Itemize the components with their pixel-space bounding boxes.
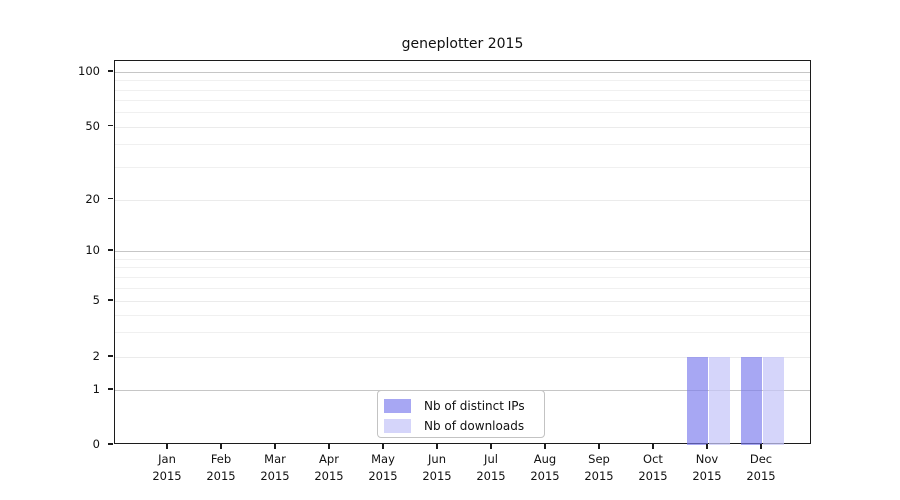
gridline-minor bbox=[115, 276, 810, 278]
x-tick-mark bbox=[598, 444, 600, 449]
gridline-minor bbox=[115, 258, 810, 260]
legend-label-distinct-ips: Nb of distinct IPs bbox=[424, 399, 525, 413]
y-tick-label: 2 bbox=[92, 349, 100, 363]
legend-swatch-distinct-ips-icon bbox=[384, 399, 411, 413]
x-tick-label: Apr 2015 bbox=[314, 452, 344, 483]
y-tick-mark bbox=[108, 124, 113, 127]
bar-downloads bbox=[762, 357, 784, 445]
x-tick-mark bbox=[166, 444, 168, 449]
gridline-20 bbox=[115, 199, 810, 201]
y-tick-mark bbox=[108, 388, 113, 390]
gridline-minor bbox=[115, 287, 810, 289]
x-tick-mark bbox=[706, 444, 708, 449]
y-tick-label: 10 bbox=[85, 243, 100, 257]
gridline-minor bbox=[115, 89, 810, 91]
x-tick-label: Oct 2015 bbox=[638, 452, 668, 483]
x-tick-label: Jan 2015 bbox=[152, 452, 182, 483]
y-tick-mark bbox=[108, 443, 113, 445]
y-tick-mark bbox=[108, 249, 113, 251]
x-tick-label: Jul 2015 bbox=[476, 452, 506, 483]
legend-swatch-downloads-icon bbox=[384, 419, 411, 433]
legend: Nb of distinct IPs Nb of downloads bbox=[377, 390, 545, 438]
gridline-minor bbox=[115, 267, 810, 269]
y-tick-mark bbox=[108, 197, 113, 200]
y-tick-mark bbox=[108, 70, 113, 72]
legend-item-downloads: Nb of downloads bbox=[384, 416, 544, 436]
x-tick-mark bbox=[544, 444, 546, 449]
x-tick-mark bbox=[274, 444, 276, 449]
legend-item-distinct-ips: Nb of distinct IPs bbox=[384, 396, 544, 416]
gridline-100 bbox=[115, 72, 810, 73]
gridline-minor bbox=[115, 80, 810, 82]
gridline-50 bbox=[115, 126, 810, 128]
gridline-minor bbox=[115, 314, 810, 316]
bar-distinct-ips bbox=[740, 357, 762, 445]
x-tick-mark bbox=[220, 444, 222, 449]
y-tick-label: 100 bbox=[78, 64, 100, 78]
gridline-minor bbox=[115, 100, 810, 101]
x-tick-label: Nov 2015 bbox=[692, 452, 722, 483]
y-tick-label: 1 bbox=[92, 382, 100, 396]
plot-area bbox=[114, 60, 811, 445]
x-tick-mark bbox=[436, 444, 438, 449]
x-tick-label: May 2015 bbox=[368, 452, 398, 483]
y-tick-mark bbox=[108, 355, 113, 357]
y-tick-label: 20 bbox=[85, 191, 100, 206]
gridline-minor bbox=[115, 144, 810, 146]
gridline-minor bbox=[115, 167, 810, 169]
x-tick-mark bbox=[382, 444, 384, 449]
gridline-minor bbox=[115, 112, 810, 114]
y-tick-label: 0 bbox=[92, 437, 100, 451]
gridline-2 bbox=[115, 357, 810, 358]
bar-downloads bbox=[708, 357, 730, 445]
y-tick-mark bbox=[108, 299, 113, 301]
x-tick-label: Feb 2015 bbox=[206, 452, 236, 483]
y-tick-label: 50 bbox=[85, 118, 100, 133]
gridline-10 bbox=[115, 251, 810, 252]
chart-title: geneplotter 2015 bbox=[401, 36, 524, 52]
x-tick-mark bbox=[490, 444, 492, 449]
y-tick-label: 5 bbox=[92, 293, 100, 307]
x-tick-label: Sep 2015 bbox=[584, 452, 614, 483]
gridline-minor bbox=[115, 332, 810, 334]
gridline-5 bbox=[115, 301, 810, 302]
x-tick-mark bbox=[760, 444, 762, 449]
legend-label-downloads: Nb of downloads bbox=[424, 419, 525, 433]
x-tick-label: Mar 2015 bbox=[260, 452, 290, 483]
x-tick-mark bbox=[328, 444, 330, 449]
bar-distinct-ips bbox=[686, 357, 708, 445]
x-tick-mark bbox=[652, 444, 654, 449]
x-tick-label: Jun 2015 bbox=[422, 452, 452, 483]
x-tick-label: Aug 2015 bbox=[530, 452, 560, 483]
x-tick-label: Dec 2015 bbox=[746, 452, 776, 483]
